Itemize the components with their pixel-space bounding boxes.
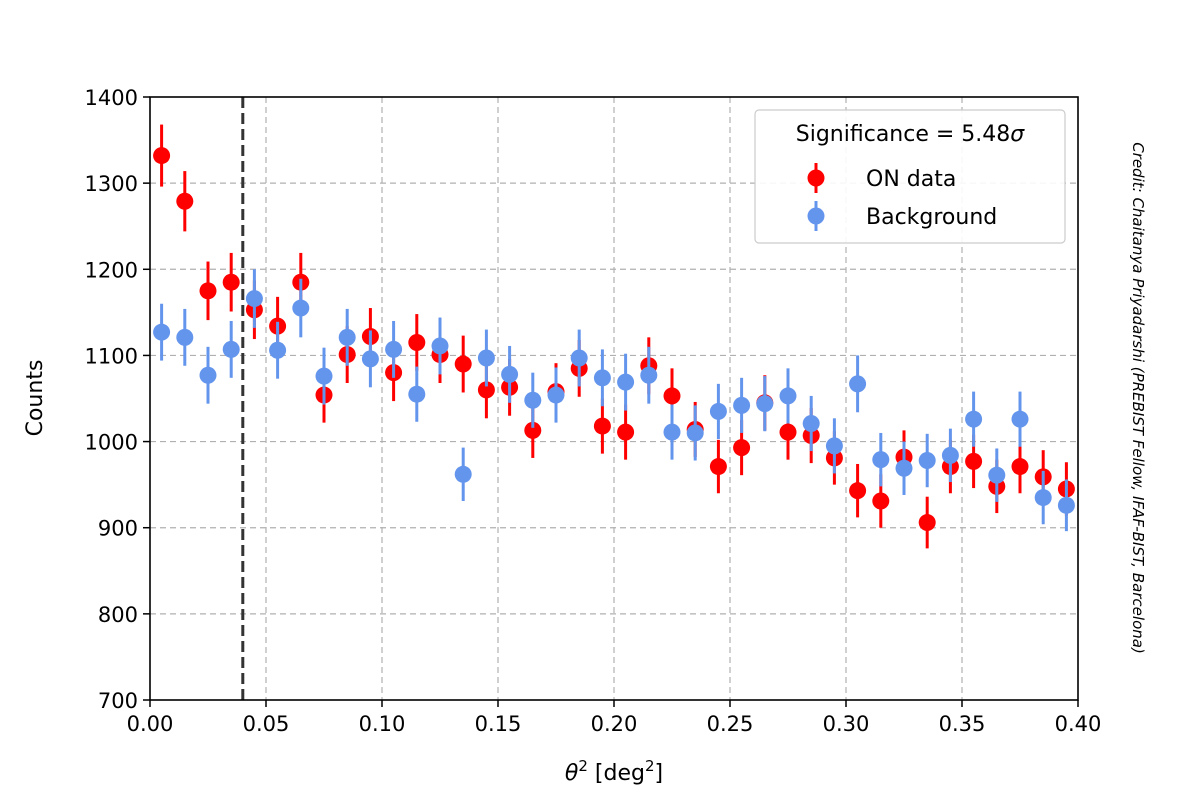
legend-title-sigma: σ [1010,122,1025,147]
data-point [385,340,403,358]
legend-entries: ON data Background [807,163,997,231]
x-axis-label-exponent: 2 [578,757,588,775]
data-point [640,366,658,384]
data-point [872,492,890,510]
tick-layer: 0.00 0.05 0.10 0.15 0.20 0.25 0.30 0.35 0.40 700 8… [85,86,1102,736]
data-point [524,391,542,409]
x-axis-label: θ2 [deg2] [565,757,663,786]
data-point [686,424,704,442]
y-tick-label: 1000 [85,431,138,455]
data-point [431,337,449,355]
data-point [872,451,890,469]
data-point [245,290,263,308]
data-point [709,402,727,420]
data-point [733,396,751,414]
data-point [849,482,867,500]
data-point [825,437,843,455]
series-group [153,269,1075,532]
x-tick-label: 0.20 [591,712,638,736]
data-point [663,423,681,441]
data-point [269,341,287,359]
data-point [222,273,240,291]
x-tick-label: 0.40 [1055,712,1102,736]
y-tick-label: 1400 [85,86,138,110]
data-point [895,459,913,477]
data-point [338,328,356,346]
data-point [361,350,379,368]
data-point [153,147,171,165]
data-point [802,414,820,432]
y-tick-label: 700 [98,689,138,713]
y-tick-label: 1300 [85,172,138,196]
legend-box [754,109,1066,244]
x-axis-label-symbol: θ [565,761,579,786]
data-point [222,340,240,358]
data-point [570,349,588,367]
data-point [524,421,542,439]
data-point [849,375,867,393]
data-point [1057,496,1075,514]
data-point [408,385,426,403]
data-point [176,192,194,210]
data-point [965,452,983,470]
x-tick-label: 0.10 [359,712,406,736]
data-point [501,365,519,383]
x-axis-label-unit-open: [deg [588,761,645,786]
legend-label: Background [866,205,997,230]
legend: Significance = 5.48σ ON data Background [754,109,1066,244]
data-point [408,334,426,352]
y-tick-label: 1200 [85,258,138,282]
data-point [477,381,495,399]
data-point [918,452,936,470]
data-point [315,367,333,385]
data-point [663,387,681,405]
data-point [918,514,936,532]
data-point [454,465,472,483]
data-point [965,410,983,428]
x-tick-label: 0.30 [823,712,870,736]
legend-title: Significance = 5.48σ [796,122,1026,147]
y-axis-label: Counts [23,360,48,437]
data-point [709,458,727,476]
y-tick-label: 800 [98,603,138,627]
data-point [477,349,495,367]
legend-marker [807,169,825,187]
data-point [1011,410,1029,428]
legend-title-text: Significance = 5.48 [796,122,1011,147]
data-point [153,323,171,341]
x-tick-label: 0.00 [127,712,174,736]
x-axis-label-unit-exponent: 2 [645,757,655,775]
data-point [617,423,635,441]
data-point [988,466,1006,484]
data-point [176,328,194,346]
data-point [454,355,472,373]
data-point [199,282,217,300]
y-tick-label: 1100 [85,344,138,368]
data-point [756,395,774,413]
data-point [547,386,565,404]
legend-marker [807,207,825,225]
series-layer [153,124,1075,549]
data-point [593,417,611,435]
data-point [593,369,611,387]
x-tick-label: 0.25 [707,712,754,736]
data-point [617,373,635,391]
data-point [941,446,959,464]
x-tick-label: 0.05 [243,712,290,736]
x-tick-label: 0.35 [939,712,986,736]
y-tick-label: 900 [98,517,138,541]
data-point [199,366,217,384]
data-point [292,299,310,317]
data-point [1011,458,1029,476]
data-point [733,439,751,457]
x-axis-label-unit-close: ] [655,761,664,786]
data-point [1034,489,1052,507]
credit-text: Credit: Chaitanya Priyadarshi (PREBIST F… [1129,142,1147,654]
x-tick-label: 0.15 [475,712,522,736]
data-point [779,423,797,441]
legend-label: ON data [866,167,956,192]
data-point [779,387,797,405]
